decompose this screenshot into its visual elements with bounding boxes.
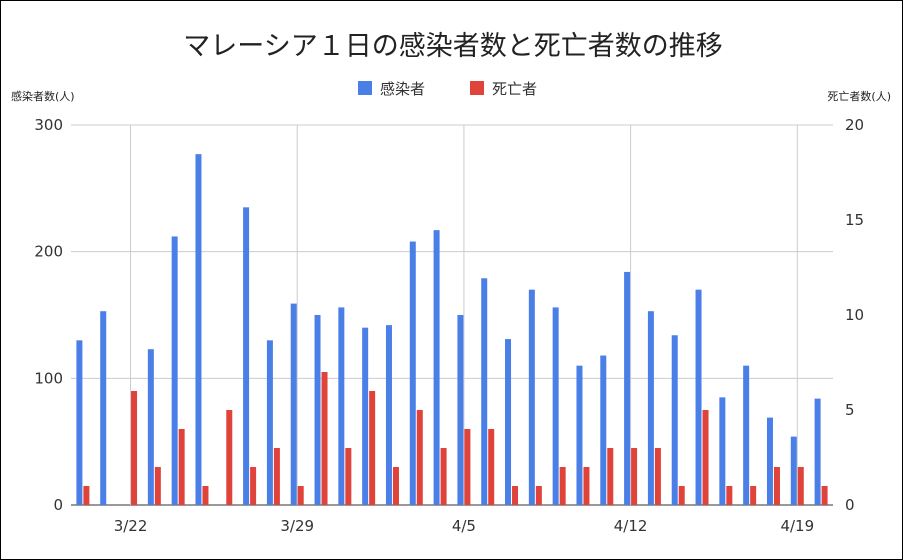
bar-deaths xyxy=(250,467,257,505)
bar-infected xyxy=(552,307,559,505)
bar-deaths xyxy=(559,467,566,505)
bar-infected xyxy=(624,271,631,505)
bar-infected xyxy=(76,340,83,505)
bar-deaths xyxy=(416,410,423,505)
right-tick-label: 20 xyxy=(845,116,864,134)
right-tick-label: 5 xyxy=(845,401,855,419)
bar-deaths xyxy=(178,429,185,505)
bar-infected xyxy=(433,230,440,505)
bar-deaths xyxy=(83,486,90,505)
bar-infected xyxy=(528,289,535,505)
bar-deaths xyxy=(369,391,376,505)
bar-deaths xyxy=(154,467,161,505)
bar-infected xyxy=(814,398,821,505)
x-tick-label: 3/22 xyxy=(114,517,148,535)
legend-label-infected: 感染者 xyxy=(380,80,425,98)
bar-deaths xyxy=(797,467,804,505)
bar-deaths xyxy=(345,448,352,505)
bar-infected xyxy=(100,311,107,505)
bar-deaths xyxy=(535,486,542,505)
bar-deaths xyxy=(583,467,590,505)
x-tick-label: 4/12 xyxy=(614,517,648,535)
bar-infected xyxy=(766,417,773,505)
bar-infected xyxy=(671,335,678,505)
legend-swatch-deaths xyxy=(470,81,484,95)
bar-infected xyxy=(409,241,416,506)
bar-infected xyxy=(171,236,178,505)
left-axis-title: 感染者数(人) xyxy=(11,89,75,103)
bar-infected xyxy=(314,315,321,505)
left-tick-label: 100 xyxy=(34,369,63,387)
bar-deaths xyxy=(440,448,447,505)
gridlines xyxy=(71,124,833,506)
bar-deaths xyxy=(464,429,471,505)
bar-infected xyxy=(243,207,250,506)
bar-deaths xyxy=(607,448,614,505)
bar-deaths xyxy=(726,486,733,505)
right-tick-label: 15 xyxy=(845,211,864,229)
bar-deaths xyxy=(297,486,304,505)
bar-deaths xyxy=(202,486,209,505)
bar-deaths xyxy=(226,410,233,505)
bar-deaths xyxy=(750,486,757,505)
bars xyxy=(76,154,828,506)
left-axis-ticks: 0 100 200 300 xyxy=(34,116,63,514)
bar-infected xyxy=(576,365,583,505)
left-tick-label: 300 xyxy=(34,116,63,134)
bar-infected xyxy=(695,289,702,505)
bar-deaths xyxy=(654,448,661,505)
bar-infected xyxy=(195,154,202,505)
bar-deaths xyxy=(773,467,780,505)
bar-infected xyxy=(600,355,607,505)
right-tick-label: 0 xyxy=(845,496,855,514)
bar-infected xyxy=(338,307,345,505)
x-tick-label: 3/29 xyxy=(280,517,314,535)
bar-deaths xyxy=(488,429,495,505)
left-tick-label: 200 xyxy=(34,243,63,261)
x-tick-label: 4/19 xyxy=(780,517,814,535)
bar-infected xyxy=(385,325,392,505)
right-tick-label: 10 xyxy=(845,306,864,324)
bar-deaths xyxy=(512,486,519,505)
bar-deaths xyxy=(273,448,280,505)
right-axis-title: 死亡者数(人) xyxy=(827,89,891,103)
bar-deaths xyxy=(631,448,638,505)
legend: 感染者 死亡者 xyxy=(358,80,537,98)
bar-infected xyxy=(647,311,654,505)
bar-infected xyxy=(505,339,512,505)
x-tick-label: 4/5 xyxy=(452,517,476,535)
legend-label-deaths: 死亡者 xyxy=(492,80,537,98)
bar-infected xyxy=(147,349,154,505)
bar-infected xyxy=(362,327,369,505)
legend-swatch-infected xyxy=(358,81,372,95)
bar-deaths xyxy=(702,410,709,505)
bar-infected xyxy=(743,365,750,505)
bar-infected xyxy=(290,303,297,505)
x-axis-ticks: 3/22 3/29 4/5 4/12 4/19 xyxy=(114,517,814,535)
bar-infected xyxy=(481,278,488,505)
bar-deaths xyxy=(392,467,399,505)
left-tick-label: 0 xyxy=(53,496,63,514)
bar-deaths xyxy=(321,372,328,505)
bar-deaths xyxy=(678,486,685,505)
bar-infected xyxy=(266,340,273,505)
bar-infected xyxy=(790,436,797,505)
bar-infected xyxy=(457,315,464,505)
bar-deaths xyxy=(131,391,138,505)
bar-deaths xyxy=(821,486,828,505)
chart-title: マレーシア１日の感染者数と死亡者数の推移 xyxy=(183,31,722,62)
right-axis-ticks: 0 5 10 15 20 xyxy=(845,116,864,514)
bar-infected xyxy=(719,397,726,505)
